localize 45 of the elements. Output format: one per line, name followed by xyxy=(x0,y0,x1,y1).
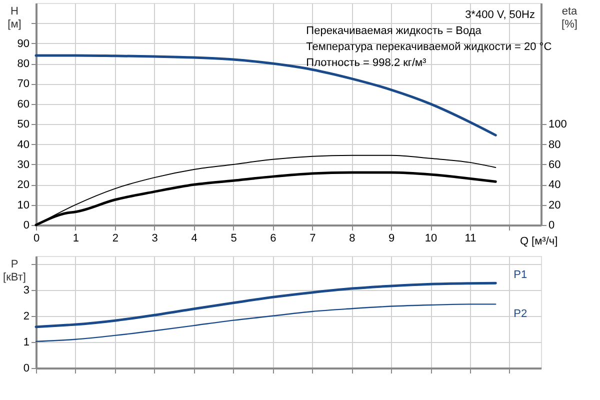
line-series xyxy=(35,304,496,342)
x-tick-label: 7 xyxy=(310,232,316,244)
y-tick-label: 0 xyxy=(23,220,30,232)
x-tick-label: 10 xyxy=(424,232,438,244)
x-tick-label: 2 xyxy=(112,232,118,244)
series-label: P1 xyxy=(514,269,528,282)
y2-axis-title: eta [%] xyxy=(562,6,578,30)
x-tick-label: 9 xyxy=(388,232,395,244)
y-tick-label: 80 xyxy=(17,58,30,70)
x-tick-label: 11 xyxy=(464,232,476,244)
x-tick-label: 0 xyxy=(33,232,40,244)
y-tick-label: 0 xyxy=(23,362,30,374)
annotation: Температура перекачиваемой жидкости = 20 °C xyxy=(306,41,552,53)
y2-tick-label: 20 xyxy=(548,199,561,212)
y-tick-label: 3 xyxy=(23,284,30,296)
x-tick-label: 1 xyxy=(72,232,80,244)
y2-tick-label: 100 xyxy=(548,118,567,131)
y-tick-label: 30 xyxy=(17,158,30,171)
y-axis-title: P [кВт] xyxy=(3,258,26,284)
annotation: Перекачиваемая жидкость = Вода xyxy=(306,25,482,37)
x-tick-label: 4 xyxy=(191,232,198,244)
y-tick-label: 2 xyxy=(23,310,30,322)
x-tick-label: 5 xyxy=(230,232,237,244)
text: 3*400 V, 50Hz xyxy=(465,9,535,21)
line-series xyxy=(34,54,497,136)
x-axis-title: Q [м³/ч] xyxy=(520,236,558,248)
y2-tick-label: 80 xyxy=(548,138,561,151)
series-label: P2 xyxy=(514,308,528,320)
x-tick-label: 8 xyxy=(349,232,356,244)
y-tick-label: 90 xyxy=(17,38,30,50)
x-tick-label: 6 xyxy=(270,232,276,244)
x-tick-label: 3 xyxy=(152,232,158,244)
y-axis-title: H [м] xyxy=(8,6,22,30)
y-tick-label: 60 xyxy=(17,98,30,110)
y-tick-label: 20 xyxy=(17,179,30,192)
y-tick-label: 10 xyxy=(17,199,30,212)
y-tick-label: 1 xyxy=(23,336,30,348)
y-tick-label: 70 xyxy=(17,78,30,90)
y-tick-label: 40 xyxy=(17,138,30,151)
annotation: Плотность = 998.2 кг/м³ xyxy=(306,57,427,69)
line-series xyxy=(34,282,497,328)
y-tick-label: 50 xyxy=(17,118,30,131)
y2-tick-label: 60 xyxy=(548,158,561,171)
y2-tick-label: 40 xyxy=(548,179,561,192)
y2-tick-label: 0 xyxy=(548,220,555,232)
